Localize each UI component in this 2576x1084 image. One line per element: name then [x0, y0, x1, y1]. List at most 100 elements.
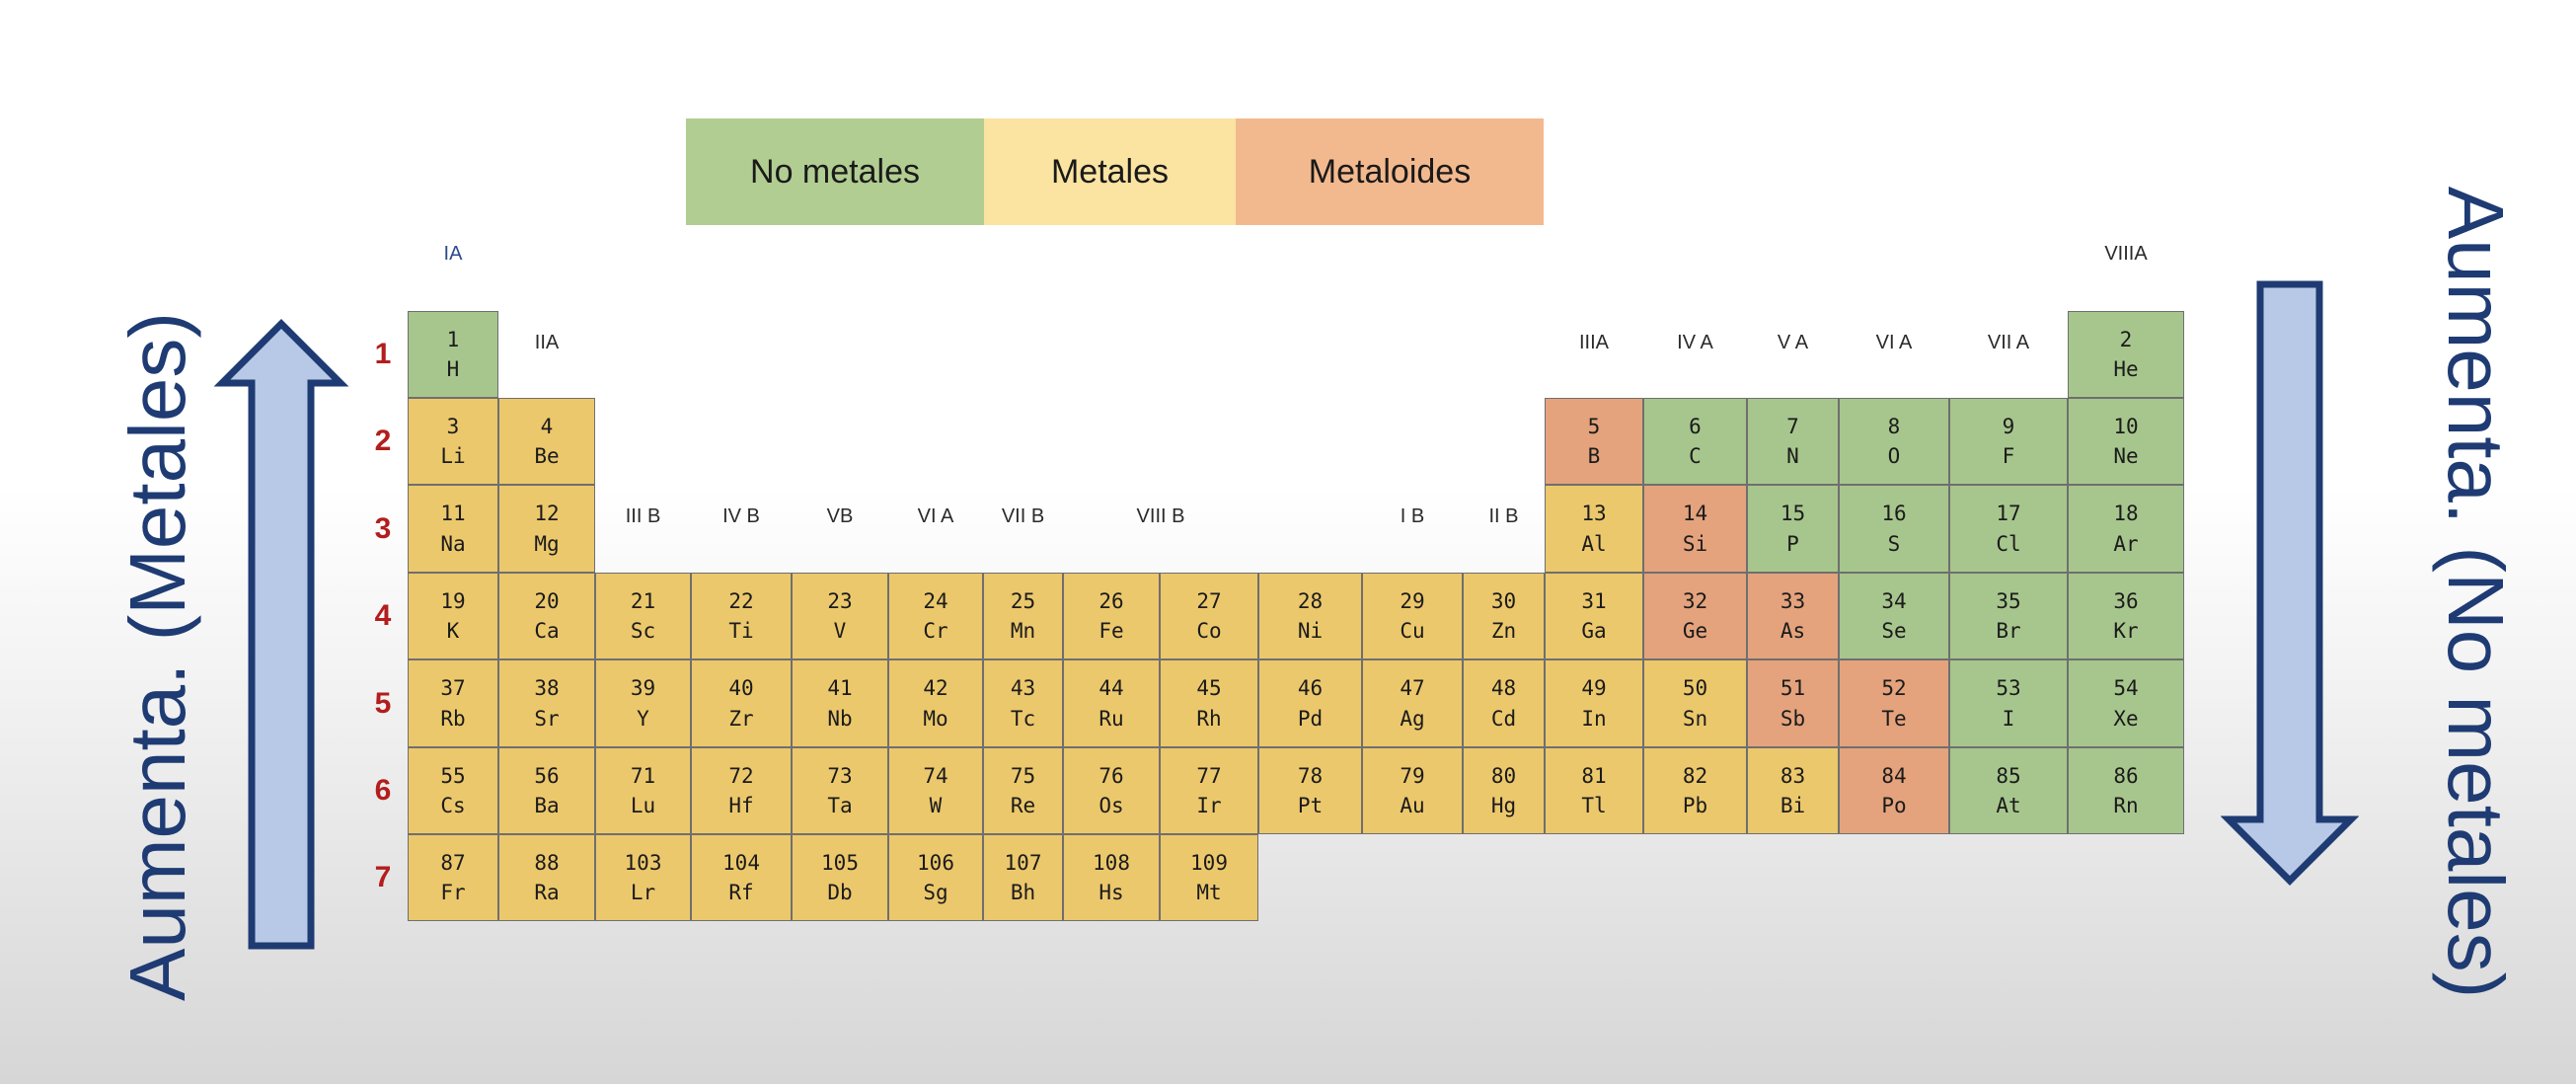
element-re: 75 Re — [983, 747, 1063, 834]
element-symbol: I — [2002, 706, 2015, 731]
element-lr: 103 Lr — [595, 834, 691, 921]
element-symbol: Ne — [2113, 444, 2139, 468]
group-label: VIII B — [1136, 505, 1185, 527]
atomic-number: 27 — [1196, 588, 1222, 613]
atomic-number: 38 — [534, 676, 560, 701]
element-symbol: Zn — [1490, 619, 1517, 643]
element-mo: 42 Mo — [888, 659, 983, 747]
element-in: 49 In — [1545, 659, 1643, 747]
atomic-number: 1 — [446, 327, 460, 351]
element-xe: 54 Xe — [2068, 659, 2184, 747]
element-symbol: Ta — [827, 794, 853, 817]
atomic-number: 106 — [917, 850, 954, 875]
atomic-number: 20 — [534, 588, 560, 613]
element-ru: 44 Ru — [1063, 659, 1160, 747]
element-symbol: Cr — [923, 619, 948, 643]
atomic-number: 75 — [1010, 763, 1036, 788]
atomic-number: 35 — [1996, 588, 2021, 613]
atomic-number: 77 — [1196, 763, 1222, 788]
element-rb: 37 Rb — [408, 659, 498, 747]
atomic-number: 47 — [1400, 676, 1425, 701]
element-symbol: B — [1587, 444, 1601, 468]
element-po: 84 Po — [1839, 747, 1949, 834]
element-symbol: Lu — [630, 794, 656, 817]
atomic-number: 83 — [1780, 763, 1806, 788]
element-pt: 78 Pt — [1258, 747, 1362, 834]
element-rn: 86 Rn — [2068, 747, 2184, 834]
element-symbol: Cl — [1996, 531, 2021, 556]
element-symbol: Fr — [440, 881, 466, 904]
element-symbol: Rb — [440, 706, 466, 731]
atomic-number: 46 — [1297, 676, 1324, 701]
group-label: I B — [1400, 505, 1425, 527]
element-fe: 26 Fe — [1063, 573, 1160, 659]
atomic-number: 49 — [1581, 676, 1607, 701]
atomic-number: 50 — [1682, 676, 1708, 701]
atomic-number: 103 — [624, 850, 662, 875]
element-at: 85 At — [1949, 747, 2068, 834]
period-label: 6 — [374, 774, 392, 807]
element-cs: 55 Cs — [408, 747, 498, 834]
element-symbol: Mg — [534, 531, 560, 556]
element-symbol: Mo — [923, 706, 948, 731]
element-rf: 104 Rf — [691, 834, 792, 921]
atomic-number: 11 — [440, 502, 466, 526]
element-symbol: As — [1780, 619, 1806, 643]
atomic-number: 88 — [534, 850, 560, 875]
legend-item-metaloides: Metaloides — [1236, 118, 1544, 225]
atomic-number: 41 — [827, 676, 853, 701]
element-symbol: Sb — [1780, 706, 1806, 731]
element-symbol: Na — [440, 531, 466, 556]
element-v: 23 V — [792, 573, 888, 659]
atomic-number: 8 — [1887, 414, 1901, 438]
element-symbol: O — [1887, 444, 1901, 468]
element-symbol: Te — [1881, 706, 1907, 731]
atomic-number: 39 — [630, 676, 656, 701]
element-cl: 17 Cl — [1949, 485, 2068, 573]
group-label: IV B — [722, 505, 760, 527]
element-au: 79 Au — [1362, 747, 1463, 834]
element-symbol: Sr — [534, 706, 560, 731]
element-symbol: At — [1996, 794, 2021, 817]
atomic-number: 56 — [534, 763, 560, 788]
element-co: 27 Co — [1160, 573, 1258, 659]
element-symbol: Po — [1881, 794, 1907, 817]
legend-item-metales: Metales — [984, 118, 1236, 225]
legend-item-no-metales: No metales — [686, 118, 984, 225]
element-as: 33 As — [1747, 573, 1839, 659]
atomic-number: 54 — [2113, 676, 2139, 701]
atomic-number: 45 — [1196, 676, 1222, 701]
atomic-number: 21 — [630, 588, 656, 613]
atomic-number: 2 — [2119, 327, 2133, 351]
element-ag: 47 Ag — [1362, 659, 1463, 747]
element-ne: 10 Ne — [2068, 398, 2184, 485]
element-ta: 73 Ta — [792, 747, 888, 834]
element-symbol: Li — [440, 444, 466, 468]
atomic-number: 15 — [1780, 502, 1806, 526]
atomic-number: 55 — [440, 763, 466, 788]
element-mn: 25 Mn — [983, 573, 1063, 659]
atomic-number: 12 — [534, 502, 560, 526]
element-symbol: In — [1581, 706, 1607, 731]
element-symbol: Lr — [630, 881, 656, 904]
atomic-number: 52 — [1881, 676, 1907, 701]
element-symbol: Bi — [1780, 794, 1806, 817]
group-label: III B — [625, 505, 661, 527]
element-se: 34 Se — [1839, 573, 1949, 659]
element-mt: 109 Mt — [1160, 834, 1258, 921]
atomic-number: 84 — [1881, 763, 1907, 788]
element-ir: 77 Ir — [1160, 747, 1258, 834]
element-ni: 28 Ni — [1258, 573, 1362, 659]
element-ar: 18 Ar — [2068, 485, 2184, 573]
element-hf: 72 Hf — [691, 747, 792, 834]
period-label: 2 — [374, 425, 392, 457]
element-symbol: Kr — [2113, 619, 2139, 643]
atomic-number: 29 — [1400, 588, 1425, 613]
period-label: 1 — [374, 338, 392, 370]
atomic-number: 48 — [1490, 676, 1517, 701]
element-symbol: N — [1786, 444, 1799, 468]
element-symbol: Ga — [1581, 619, 1607, 643]
group-label: VB — [826, 505, 854, 527]
element-lu: 71 Lu — [595, 747, 691, 834]
